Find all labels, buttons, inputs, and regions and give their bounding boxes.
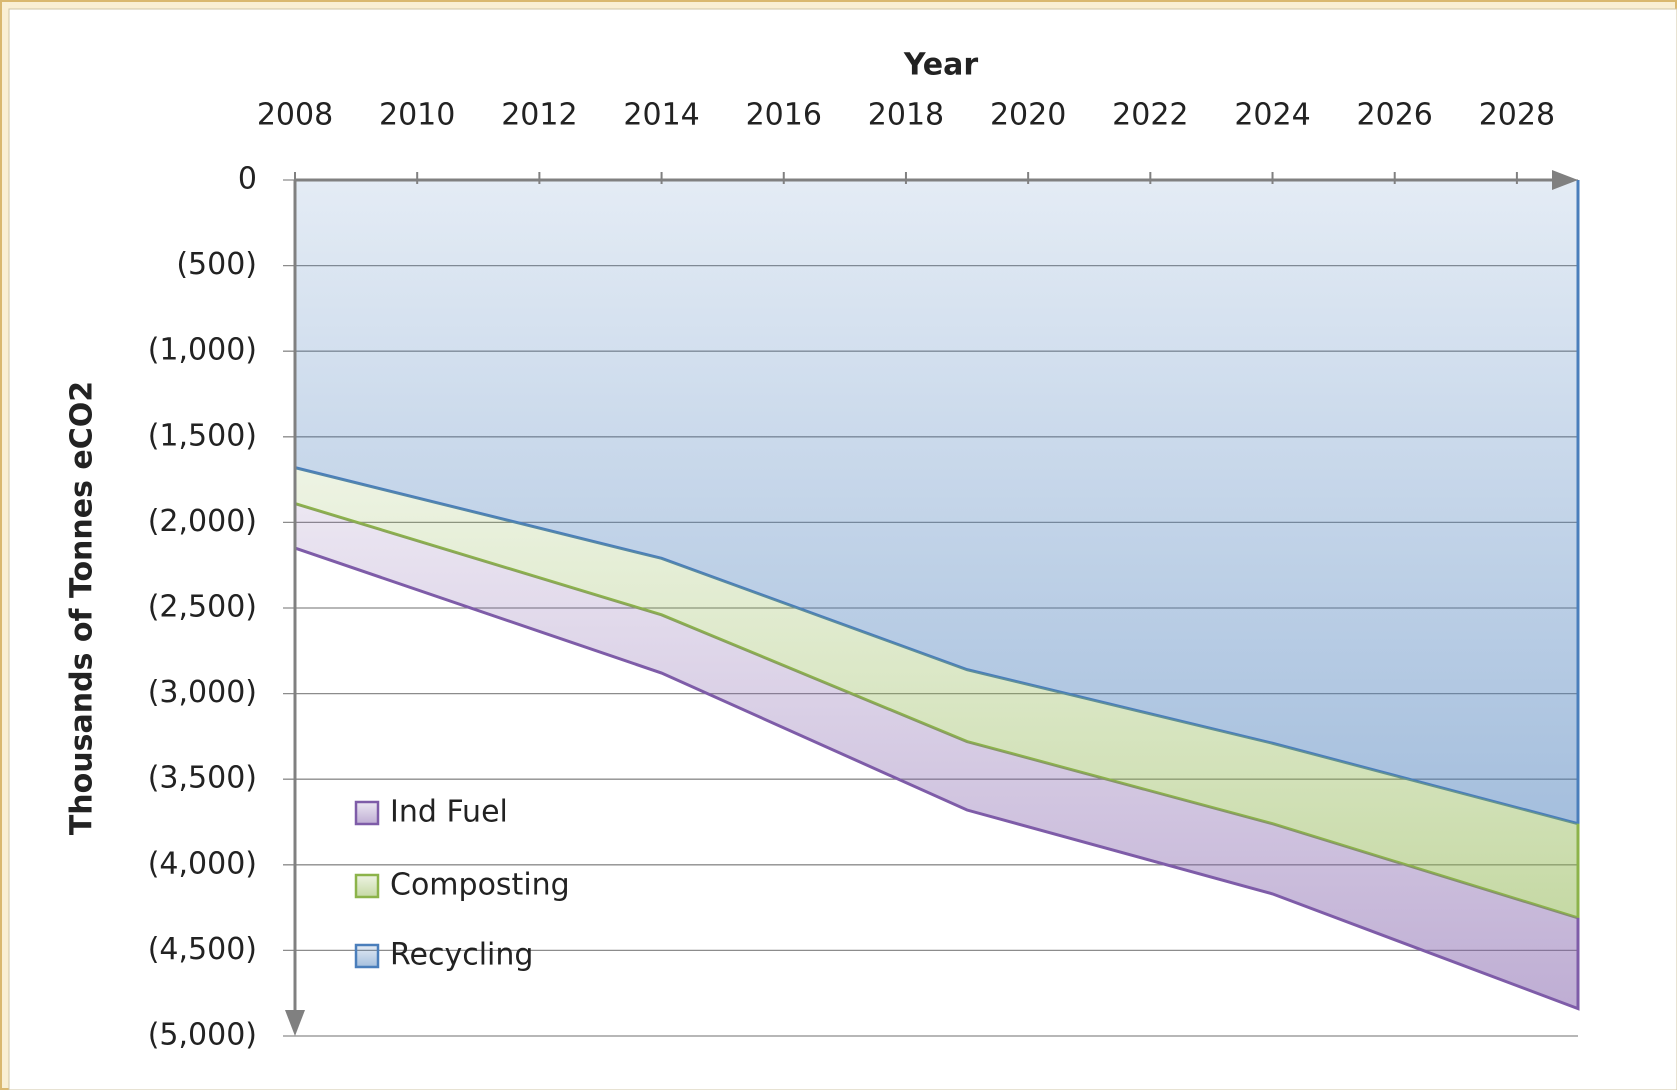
legend-label: Composting <box>390 868 570 903</box>
area-fill <box>295 503 1578 1009</box>
x-axis-label: Year <box>903 48 979 83</box>
y-tick-label: (1,500) <box>148 418 257 453</box>
y-tick-label: (2,500) <box>148 590 257 625</box>
y-tick-label: (3,000) <box>148 675 257 710</box>
legend-swatch <box>354 873 380 899</box>
y-tick-label: (2,000) <box>148 504 257 539</box>
y-tick-label: 0 <box>238 162 257 197</box>
x-tick-label: 2008 <box>257 98 333 133</box>
y-axis-arrow <box>285 1010 305 1036</box>
area-line <box>294 546 1580 1011</box>
x-tick-label: 2016 <box>746 98 822 133</box>
x-tick-label: 2022 <box>1112 98 1188 133</box>
x-tick-label: 2024 <box>1234 98 1310 133</box>
legend-swatch <box>354 800 380 826</box>
y-tick-label: (4,500) <box>148 932 257 967</box>
x-tick-label: 2028 <box>1479 98 1555 133</box>
y-tick-label: (3,500) <box>148 761 257 796</box>
legend-swatch <box>354 943 380 969</box>
y-tick-label: (500) <box>176 247 257 282</box>
y-axis-label: Thousands of Tonnes eCO2 <box>65 381 100 835</box>
x-tick-label: 2026 <box>1357 98 1433 133</box>
x-tick-label: 2014 <box>623 98 699 133</box>
y-tick-label: (1,000) <box>148 333 257 368</box>
legend-label: Recycling <box>390 938 533 973</box>
area-fill <box>295 467 1578 918</box>
x-axis-arrow <box>1552 170 1578 190</box>
legend-label: Ind Fuel <box>390 795 508 830</box>
y-tick-label: (4,000) <box>148 846 257 881</box>
area-fill <box>295 180 1578 824</box>
y-tick-label: (5,000) <box>148 1018 257 1053</box>
x-tick-label: 2012 <box>501 98 577 133</box>
x-tick-label: 2018 <box>868 98 944 133</box>
x-tick-label: 2010 <box>379 98 455 133</box>
x-tick-label: 2020 <box>990 98 1066 133</box>
